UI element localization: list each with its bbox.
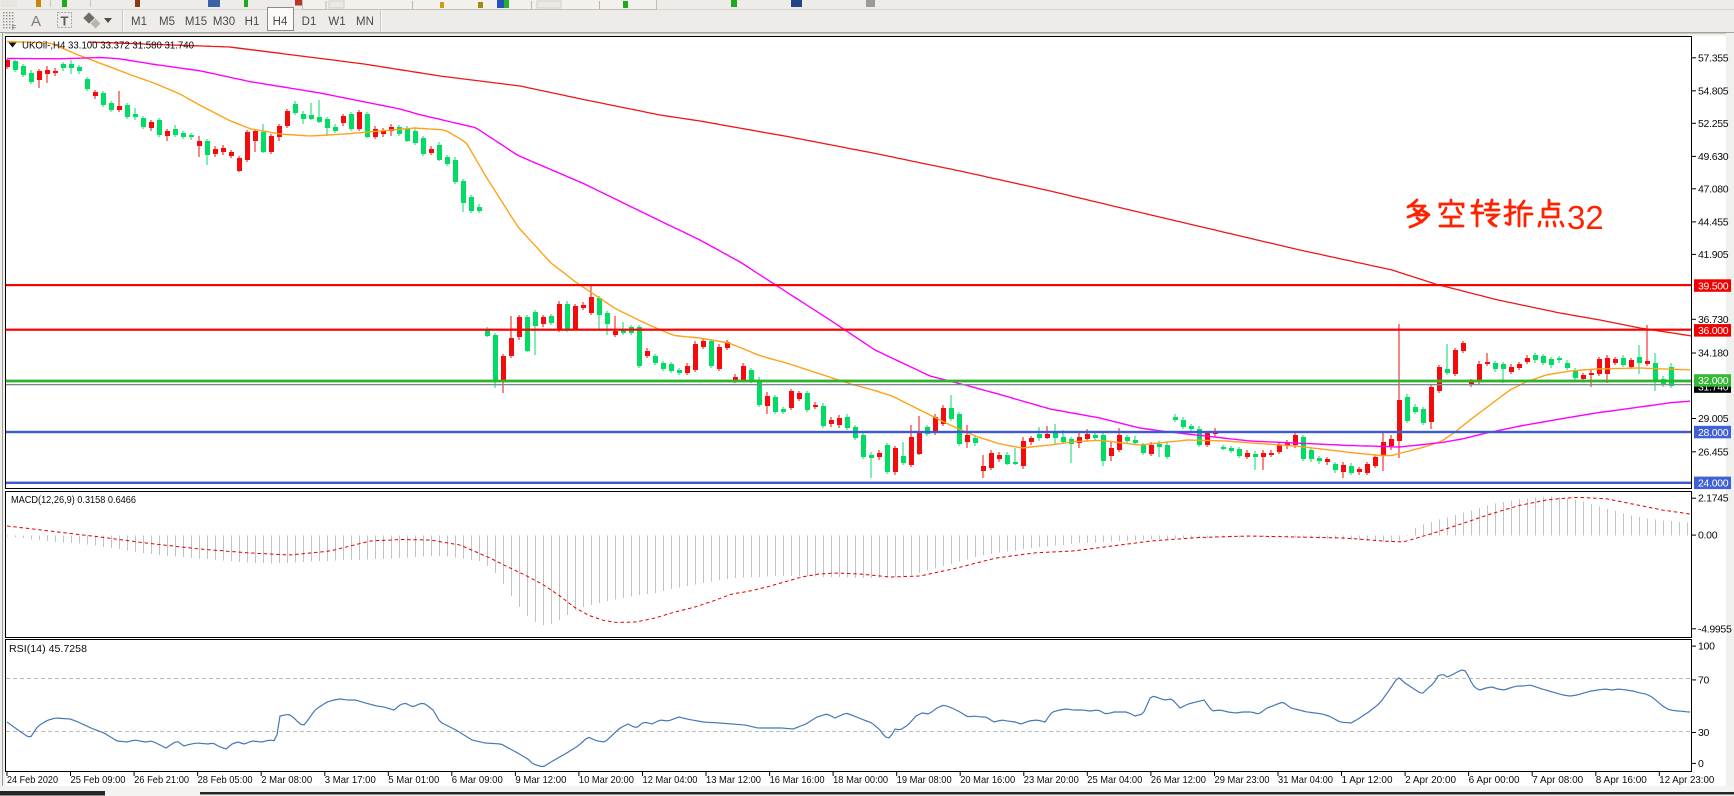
svg-text:M15: M15 — [185, 16, 207, 28]
svg-text:52.255: 52.255 — [1698, 118, 1729, 130]
svg-text:29.005: 29.005 — [1698, 413, 1729, 425]
svg-text:23 Mar 20:00: 23 Mar 20:00 — [1024, 774, 1079, 786]
svg-text:A: A — [31, 13, 41, 30]
svg-text:36.000: 36.000 — [1698, 325, 1729, 337]
svg-text:39.500: 39.500 — [1698, 280, 1729, 292]
svg-text:28.000: 28.000 — [1698, 427, 1729, 439]
svg-text:32: 32 — [1567, 199, 1604, 236]
svg-text:16 Mar 16:00: 16 Mar 16:00 — [770, 774, 825, 786]
svg-text:70: 70 — [1698, 674, 1710, 686]
svg-text:49.630: 49.630 — [1698, 151, 1729, 163]
svg-text:13 Mar 12:00: 13 Mar 12:00 — [706, 774, 761, 786]
svg-text:24 Feb 2020: 24 Feb 2020 — [7, 774, 58, 786]
svg-text:8 Apr 16:00: 8 Apr 16:00 — [1596, 774, 1647, 786]
svg-text:41.905: 41.905 — [1698, 249, 1729, 261]
svg-text:24.000: 24.000 — [1698, 478, 1729, 490]
svg-text:19 Mar 08:00: 19 Mar 08:00 — [897, 774, 952, 786]
svg-text:M30: M30 — [213, 16, 235, 28]
svg-text:26 Mar 12:00: 26 Mar 12:00 — [1151, 774, 1206, 786]
svg-text:44.455: 44.455 — [1698, 216, 1729, 228]
svg-text:W1: W1 — [328, 16, 345, 28]
svg-text:UKOil-,H4 33.100 33.372 31.58: UKOil-,H4 33.100 33.372 31.580 31.740 — [22, 40, 194, 52]
svg-text:34.180: 34.180 — [1698, 348, 1729, 360]
svg-text:18 Mar 00:00: 18 Mar 00:00 — [833, 774, 888, 786]
svg-text:2 Mar 08:00: 2 Mar 08:00 — [261, 774, 312, 786]
svg-text:F: F — [12, 25, 16, 32]
svg-text:H1: H1 — [245, 16, 260, 28]
svg-text:100: 100 — [1698, 641, 1715, 653]
svg-text:57.355: 57.355 — [1698, 52, 1729, 64]
svg-text:26 Feb 21:00: 26 Feb 21:00 — [134, 774, 189, 786]
svg-text:2.1745: 2.1745 — [1698, 493, 1729, 505]
svg-text:36.730: 36.730 — [1698, 314, 1729, 326]
svg-text:H4: H4 — [273, 16, 288, 28]
svg-text:D1: D1 — [302, 16, 317, 28]
svg-text:31 Mar 04:00: 31 Mar 04:00 — [1278, 774, 1333, 786]
svg-text:47.080: 47.080 — [1698, 183, 1729, 195]
svg-text:26.455: 26.455 — [1698, 446, 1729, 458]
svg-text:1 Apr 12:00: 1 Apr 12:00 — [1342, 774, 1393, 786]
svg-text:M1: M1 — [131, 16, 147, 28]
svg-text:0: 0 — [1698, 758, 1704, 770]
svg-text:25 Feb 09:00: 25 Feb 09:00 — [71, 774, 126, 786]
svg-text:5 Mar 01:00: 5 Mar 01:00 — [388, 774, 439, 786]
svg-text:0.00: 0.00 — [1698, 530, 1718, 542]
svg-text:MN: MN — [356, 16, 374, 28]
svg-text:25 Mar 04:00: 25 Mar 04:00 — [1087, 774, 1142, 786]
svg-text:-4.9955: -4.9955 — [1698, 623, 1732, 635]
svg-text:3 Mar 17:00: 3 Mar 17:00 — [325, 774, 376, 786]
svg-text:T: T — [61, 14, 69, 29]
svg-text:10 Mar 20:00: 10 Mar 20:00 — [579, 774, 634, 786]
svg-text:28 Feb 05:00: 28 Feb 05:00 — [198, 774, 253, 786]
svg-text:7 Apr 08:00: 7 Apr 08:00 — [1532, 774, 1583, 786]
svg-text:MACD(12,26,9) 0.3158 0.6466: MACD(12,26,9) 0.3158 0.6466 — [11, 494, 136, 506]
svg-text:30: 30 — [1698, 727, 1710, 739]
svg-text:54.805: 54.805 — [1698, 85, 1729, 97]
svg-text:M5: M5 — [159, 16, 175, 28]
svg-text:32.000: 32.000 — [1698, 375, 1729, 387]
svg-text:6 Mar 09:00: 6 Mar 09:00 — [452, 774, 503, 786]
svg-text:20 Mar 16:00: 20 Mar 16:00 — [960, 774, 1015, 786]
svg-text:6 Apr 00:00: 6 Apr 00:00 — [1469, 774, 1520, 786]
svg-text:9 Mar 12:00: 9 Mar 12:00 — [515, 774, 566, 786]
svg-text:2 Apr 20:00: 2 Apr 20:00 — [1405, 774, 1456, 786]
svg-text:29 Mar 23:00: 29 Mar 23:00 — [1215, 774, 1270, 786]
svg-text:12 Mar 04:00: 12 Mar 04:00 — [643, 774, 698, 786]
svg-text:12 Apr 23:00: 12 Apr 23:00 — [1659, 774, 1714, 786]
svg-text:RSI(14) 45.7258: RSI(14) 45.7258 — [9, 643, 87, 655]
